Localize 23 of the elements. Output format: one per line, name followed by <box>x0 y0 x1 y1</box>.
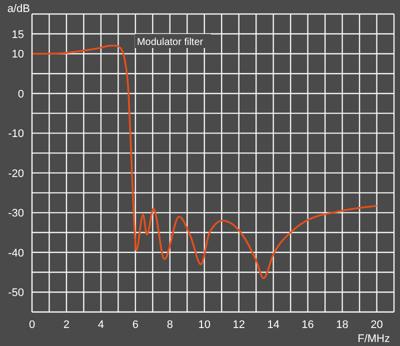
x-tick-label: 8 <box>166 318 173 331</box>
y-tick-label: -20 <box>8 168 24 180</box>
x-tick-label: 12 <box>232 318 245 331</box>
x-axis-title: F/MHz <box>358 333 390 345</box>
x-tick-label: 14 <box>267 318 280 331</box>
annotation: Modulator filter <box>136 37 204 48</box>
x-tick-label: 18 <box>336 318 348 331</box>
y-tick-label: -10 <box>8 128 24 140</box>
y-tick-label: -50 <box>8 287 24 300</box>
x-tick-label: 20 <box>370 318 383 331</box>
x-tick-label: 4 <box>98 318 104 331</box>
y-tick-label: 15 <box>12 28 24 41</box>
y-axis-title: a/dB <box>7 3 30 15</box>
y-tick-label: 0 <box>18 88 24 100</box>
y-tick-label: -40 <box>8 247 24 260</box>
x-tick-label: 6 <box>132 318 138 331</box>
y-tick-label: -30 <box>8 208 24 220</box>
x-tick-label: 0 <box>28 318 36 331</box>
x-tick-label: 16 <box>302 318 314 331</box>
x-tick-label: 2 <box>63 318 70 331</box>
y-tick-label: 10 <box>12 48 24 61</box>
x-tick-label: 10 <box>198 318 211 331</box>
line-series <box>32 44 378 280</box>
